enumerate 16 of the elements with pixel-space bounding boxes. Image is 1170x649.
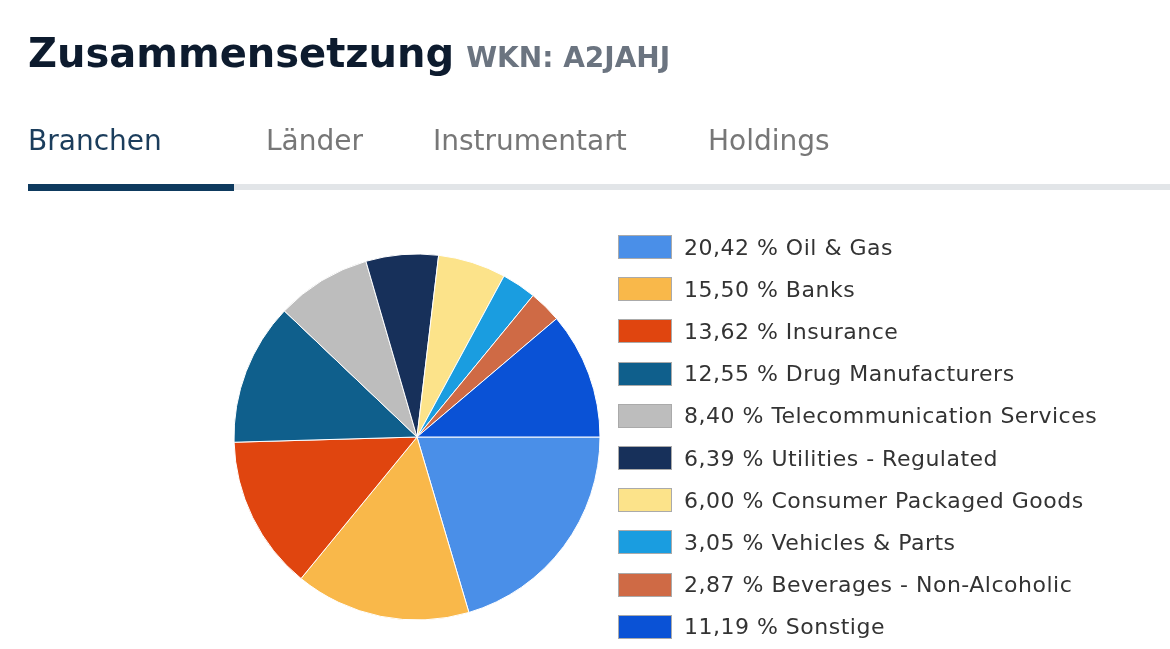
legend-label: 2,87 % Beverages - Non-Alcoholic: [684, 572, 1073, 598]
legend-label: 6,39 % Utilities - Regulated: [684, 445, 999, 471]
legend-label: 12,55 % Drug Manufacturers: [684, 361, 1015, 387]
legend-label: 15,50 % Banks: [684, 276, 856, 302]
text: Länder: [266, 124, 364, 157]
text: Branchen: [28, 124, 162, 157]
legend-label: 20,42 % Oil & Gas: [684, 234, 894, 260]
chart-subtitle: WKN: A2JAHJ: [466, 41, 671, 74]
legend-label: 3,05 % Vehicles & Parts: [684, 529, 956, 555]
chart-title: Zusammensetzung: [28, 30, 455, 76]
legend-label: 6,00 % Consumer Packaged Goods: [684, 487, 1084, 513]
text: Holdings: [708, 124, 830, 157]
legend-label: 11,19 % Sonstige: [684, 614, 885, 640]
legend-label: 13,62 % Insurance: [684, 318, 899, 344]
text: Instrumentart: [433, 124, 627, 157]
legend-label: 8,40 % Telecommunication Services: [684, 403, 1098, 429]
